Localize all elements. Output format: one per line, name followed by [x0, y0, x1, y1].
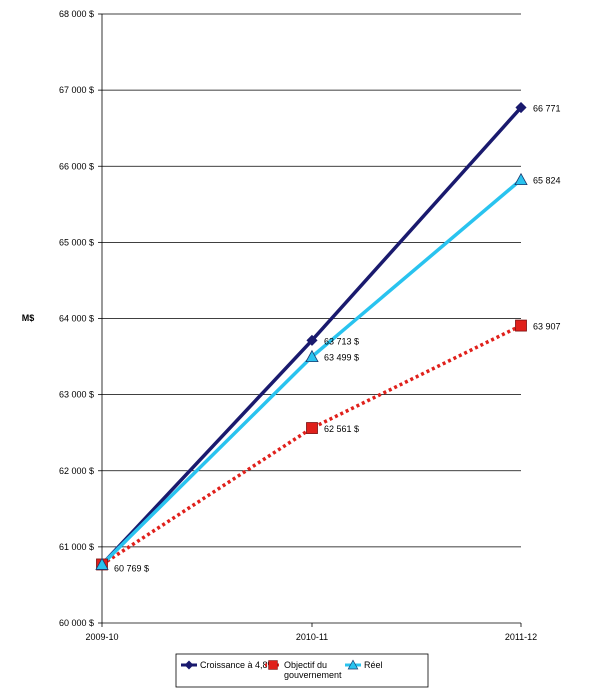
y-tick-label: 66 000 $: [59, 161, 94, 171]
y-tick-label: 68 000 $: [59, 9, 94, 19]
data-label: 65 824: [533, 176, 561, 186]
marker-triangle: [514, 172, 528, 186]
y-tick-label: 65 000 $: [59, 237, 94, 247]
legend-label: Objectif du gouvernement: [284, 660, 342, 680]
data-label: 63 907: [533, 322, 561, 332]
legend-marker: [268, 660, 278, 670]
data-label: 63 499 $: [324, 353, 359, 363]
y-tick-label: 63 000 $: [59, 390, 94, 400]
y-tick-label: 62 000 $: [59, 466, 94, 476]
data-labels: 63 713 $ 66 771 60 769 $ 62 561 $ 63 907 63 4…: [114, 104, 561, 574]
data-label: 63 713 $: [324, 336, 359, 346]
x-tick-label: 2011-12: [505, 632, 537, 642]
legend-marker: [347, 659, 359, 670]
axes: [98, 13, 522, 627]
y-tick-label: 67 000 $: [59, 85, 94, 95]
x-tick-label: 2010-11: [296, 632, 328, 642]
y-tick-label: 64 000 $: [59, 314, 94, 324]
marker-diamond: [306, 334, 318, 346]
legend: Croissance à 4,8% Objectif du gouvernement…: [175, 653, 429, 688]
data-label: 66 771: [533, 104, 561, 114]
marker-triangle: [95, 557, 109, 570]
data-label: 62 561 $: [324, 424, 359, 434]
series-markers: [95, 101, 528, 571]
marker-square: [515, 319, 527, 332]
y-axis-label: M$: [22, 313, 35, 323]
tick-labels: 60 000 $ 61 000 $ 62 000 $ 63 000 $ 64 000 $…: [59, 9, 537, 642]
legend-box: [175, 653, 429, 688]
legend-marker: [184, 660, 194, 670]
legend-label: Croissance à 4,8%: [200, 660, 276, 670]
data-label: 60 769 $: [114, 563, 149, 573]
legend-label: Réel: [364, 660, 383, 670]
y-tick-label: 60 000 $: [59, 618, 94, 628]
grid-lines: [102, 13, 521, 624]
marker-square: [306, 422, 318, 434]
marker-triangle: [305, 349, 319, 363]
marker-diamond: [515, 101, 527, 114]
x-tick-label: 2009-10: [85, 632, 118, 642]
y-tick-label: 61 000 $: [59, 542, 94, 552]
series-line: [100, 178, 523, 566]
